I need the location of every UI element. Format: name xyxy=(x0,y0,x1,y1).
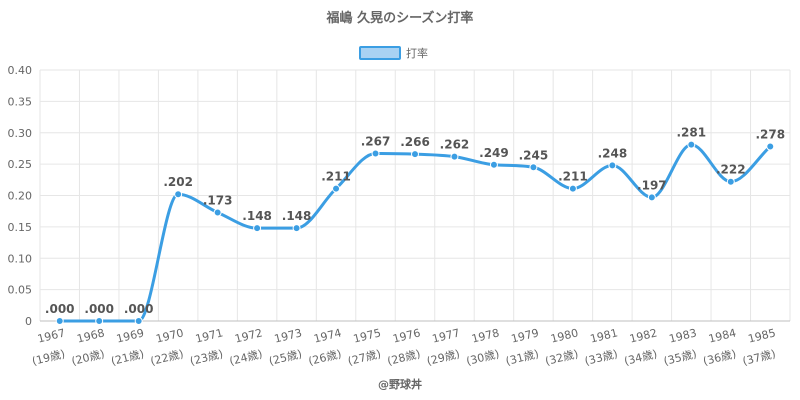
data-point[interactable] xyxy=(568,184,577,193)
x-tick-age-label: (20歳) xyxy=(70,347,106,368)
y-tick-label: 0.25 xyxy=(8,158,33,171)
x-tick-age-label: (28歳) xyxy=(386,347,422,368)
data-label: .262 xyxy=(440,138,470,152)
data-points xyxy=(55,140,775,325)
data-point[interactable] xyxy=(489,160,498,169)
x-tick-label: 1968 xyxy=(76,326,106,345)
x-tick-label: 1970 xyxy=(155,326,185,345)
y-tick-label: 0.05 xyxy=(8,284,33,297)
y-tick-label: 0.30 xyxy=(8,127,33,140)
data-label: .202 xyxy=(163,175,193,189)
x-tick-age-label: (37歳) xyxy=(741,347,777,368)
x-tick-label: 1976 xyxy=(391,326,421,345)
x-tick-age-label: (27歳) xyxy=(347,347,383,368)
x-tick-label: 1983 xyxy=(668,326,698,345)
x-tick-label: 1982 xyxy=(628,326,658,345)
x-tick-age-label: (26歳) xyxy=(307,347,343,368)
x-grid xyxy=(39,70,791,321)
data-point[interactable] xyxy=(687,140,696,149)
y-tick-label: 0.20 xyxy=(8,190,33,203)
data-point[interactable] xyxy=(95,317,104,325)
data-point[interactable] xyxy=(134,317,143,325)
data-label: .249 xyxy=(479,146,509,160)
data-point[interactable] xyxy=(450,152,459,161)
x-tick-age-label: (31歳) xyxy=(504,347,540,368)
x-tick-label: 1981 xyxy=(589,326,619,345)
data-label: .281 xyxy=(677,126,707,140)
data-point[interactable] xyxy=(332,184,341,193)
x-tick-label: 1971 xyxy=(194,326,224,345)
legend[interactable]: 打率 xyxy=(359,46,428,60)
y-tick-label: 0.40 xyxy=(8,64,33,77)
legend-label: 打率 xyxy=(406,46,428,60)
data-point[interactable] xyxy=(292,224,301,233)
data-labels: .000 .000 .000 .202 .173 .148 .148 .211 .267 .266… xyxy=(45,126,785,316)
x-tick-age-label: (21歳) xyxy=(110,347,146,368)
x-tick-label: 1969 xyxy=(115,326,145,345)
x-tick-label: 1975 xyxy=(352,326,382,345)
y-axis-ticks: 0 0.05 0.10 0.15 0.20 0.25 0.30 0.35 0.40 xyxy=(8,64,33,328)
data-point[interactable] xyxy=(55,317,64,325)
y-tick-label: 0 xyxy=(25,315,32,328)
x-tick-label: 1979 xyxy=(510,326,540,345)
data-label: .000 xyxy=(45,302,75,316)
data-label: .148 xyxy=(242,209,272,223)
x-tick-age-label: (19歳) xyxy=(31,347,67,368)
x-tick-age-label: (29歳) xyxy=(425,347,461,368)
data-point[interactable] xyxy=(213,208,222,217)
x-tick-age-label: (30歳) xyxy=(465,347,501,368)
legend-swatch xyxy=(359,46,401,60)
data-point[interactable] xyxy=(371,149,380,158)
data-label: .211 xyxy=(321,170,351,184)
data-label: .222 xyxy=(716,163,746,177)
data-point[interactable] xyxy=(174,190,183,199)
x-tick-label: 1978 xyxy=(470,326,500,345)
x-tick-age-label: (35歳) xyxy=(662,347,698,368)
y-tick-label: 0.35 xyxy=(8,95,33,108)
data-point[interactable] xyxy=(608,161,617,170)
data-label: .211 xyxy=(558,170,588,184)
credit-label: @野球丼 xyxy=(378,377,422,391)
x-tick-label: 1972 xyxy=(234,326,264,345)
data-point[interactable] xyxy=(529,163,538,172)
data-point[interactable] xyxy=(253,224,262,233)
data-label: .197 xyxy=(637,178,667,192)
data-label: .266 xyxy=(400,135,430,149)
x-tick-age-label: (33歳) xyxy=(583,347,619,368)
x-tick-label: 1973 xyxy=(273,326,303,345)
data-point[interactable] xyxy=(411,150,419,159)
x-tick-age-label: (24歳) xyxy=(228,347,264,368)
x-tick-age-label: (25歳) xyxy=(268,347,304,368)
x-tick-age-label: (23歳) xyxy=(189,347,225,368)
series-line xyxy=(59,143,772,323)
x-axis-ticks: 1967 (19歳) 1968 (20歳) 1969 (21歳) 1970 (22歳) 1971… xyxy=(31,326,777,368)
x-tick-age-label: (32歳) xyxy=(544,347,580,368)
x-tick-label: 1985 xyxy=(747,326,777,345)
data-point[interactable] xyxy=(766,142,775,151)
data-label: .248 xyxy=(598,146,628,160)
x-tick-label: 1967 xyxy=(36,326,66,345)
chart-title: 福嶋 久晃のシーズン打率 xyxy=(326,10,474,26)
x-tick-label: 1980 xyxy=(549,326,579,345)
y-tick-label: 0.10 xyxy=(8,252,33,265)
y-tick-label: 0.15 xyxy=(8,221,33,234)
x-tick-label: 1984 xyxy=(707,326,737,345)
x-tick-age-label: (36歳) xyxy=(702,347,738,368)
data-point[interactable] xyxy=(726,177,735,186)
data-label: .267 xyxy=(361,134,391,148)
x-tick-age-label: (34歳) xyxy=(623,347,659,368)
x-tick-label: 1977 xyxy=(431,326,461,345)
x-tick-label: 1974 xyxy=(312,326,342,345)
data-label: .245 xyxy=(519,148,549,162)
data-label: .173 xyxy=(203,193,233,207)
data-point[interactable] xyxy=(647,193,656,202)
data-label: .000 xyxy=(84,302,114,316)
data-label: .148 xyxy=(282,209,312,223)
x-tick-age-label: (22歳) xyxy=(149,347,185,368)
data-label: .000 xyxy=(124,302,154,316)
data-label: .278 xyxy=(755,128,785,142)
